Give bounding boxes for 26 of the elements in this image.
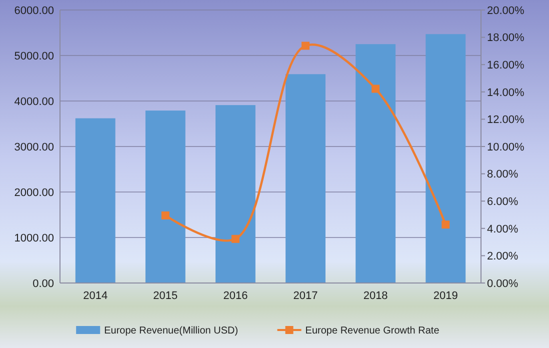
y-tick-label: 5000.00	[14, 50, 54, 62]
y-tick-label: 1000.00	[14, 232, 54, 244]
y-tick-label: 3000.00	[14, 141, 54, 154]
y2-tick-label: 12.00%	[487, 114, 525, 126]
y2-tick-label: 14.00%	[487, 86, 525, 99]
y2-tick-label: 8.00%	[487, 168, 518, 181]
y-tick-label: 2000.00	[14, 186, 54, 199]
y2-tick-label: 10.00%	[487, 141, 525, 154]
y2-tick-label: 18.00%	[487, 32, 525, 44]
x-tick-label: 2017	[293, 290, 318, 302]
x-tick-label: 2014	[83, 290, 108, 302]
y-tick-label: 4000.00	[14, 96, 54, 108]
x-tick-label: 2015	[153, 290, 178, 302]
y2-tick-label: 4.00%	[487, 223, 518, 236]
legend-label: Europe Revenue Growth Rate	[305, 326, 440, 336]
y2-tick-label: 2.00%	[487, 250, 518, 263]
legend-label: Europe Revenue(Million USD)	[104, 326, 238, 336]
y2-tick-label: 20.00%	[487, 4, 525, 17]
y2-tick-label: 6.00%	[487, 196, 518, 208]
y2-tick-label: 16.00%	[487, 59, 525, 72]
x-tick-label: 2016	[223, 290, 248, 302]
x-tick-label: 2019	[433, 290, 458, 302]
y-tick-label: 6000.00	[14, 4, 54, 17]
y-tick-label: 0.00	[32, 278, 54, 290]
x-tick-label: 2018	[363, 290, 388, 302]
y2-tick-label: 0.00%	[487, 278, 518, 290]
